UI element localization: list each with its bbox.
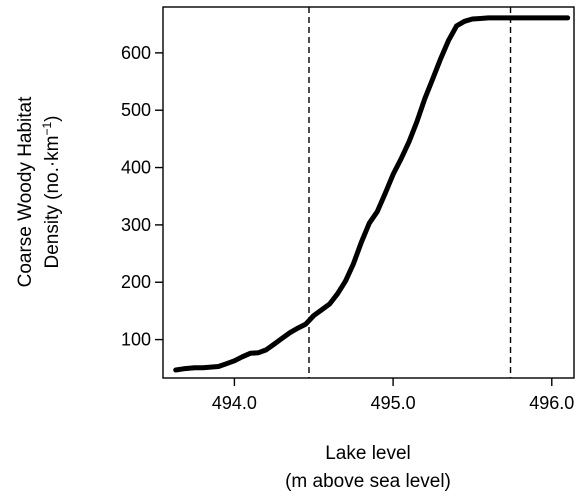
y-tick-label: 500 xyxy=(121,100,151,120)
x-axis-subtitle: (m above sea level) xyxy=(285,471,451,492)
y-axis-subtitle-main: Density (no.·km xyxy=(42,135,63,268)
x-axis: 494.0 495.0 496.0 xyxy=(212,378,574,413)
y-axis-subtitle: Density (no.·km−1) xyxy=(40,115,63,268)
x-axis-title: Lake level xyxy=(325,443,411,464)
y-axis: 100 200 300 400 500 600 xyxy=(121,43,163,350)
y-tick-label: 100 xyxy=(121,330,151,350)
plot-frame xyxy=(162,6,575,379)
y-axis-subtitle-superscript: −1 xyxy=(40,121,54,135)
y-tick-label: 400 xyxy=(121,158,151,178)
y-tick-label: 200 xyxy=(121,272,151,292)
reference-lines xyxy=(308,7,512,378)
y-axis-title: Coarse Woody Habitat xyxy=(15,96,36,288)
x-tick-label: 496.0 xyxy=(529,393,574,413)
y-tick-label: 600 xyxy=(121,43,151,63)
x-tick-label: 494.0 xyxy=(212,393,257,413)
series-line xyxy=(173,15,571,373)
y-tick-label: 300 xyxy=(121,215,151,235)
x-tick-label: 495.0 xyxy=(371,393,416,413)
y-axis-subtitle-end: ) xyxy=(42,115,63,121)
